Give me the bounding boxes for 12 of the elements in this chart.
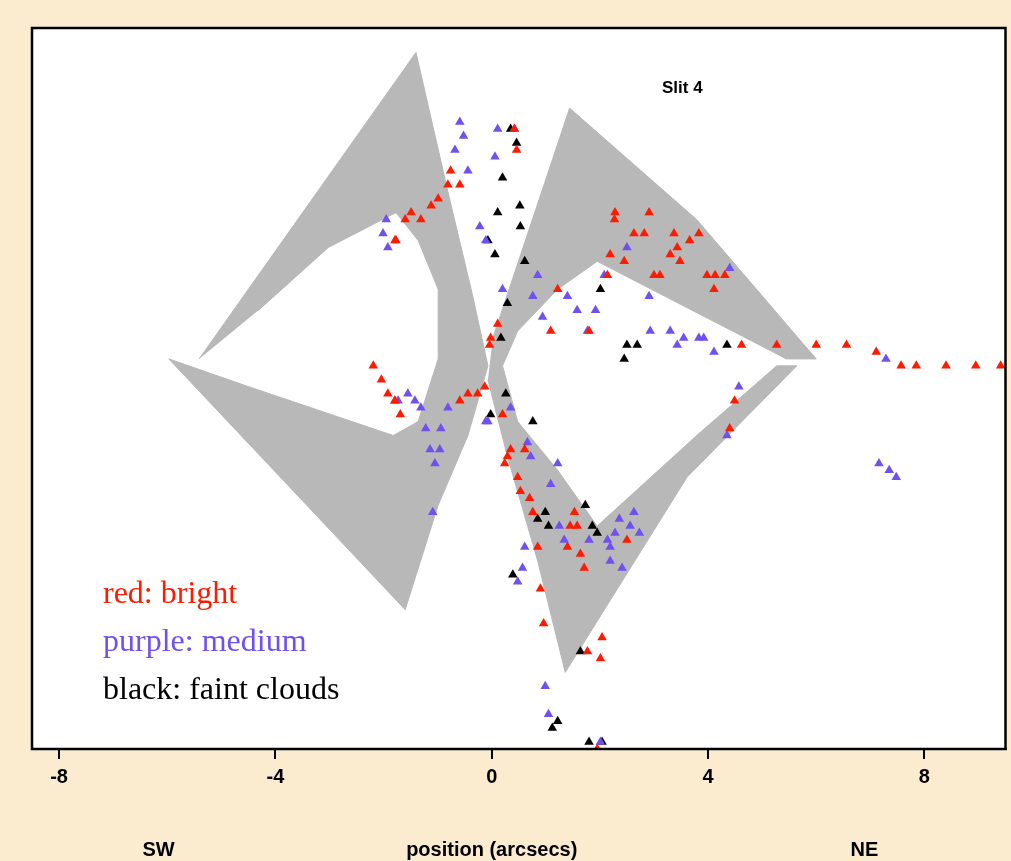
- text: SW: [142, 837, 175, 860]
- text: black: faint clouds: [103, 669, 340, 708]
- text: purple: medium: [103, 621, 308, 660]
- text: NE: [850, 837, 879, 860]
- x-tick-label: -8: [50, 764, 68, 787]
- x-tick-label: 4: [702, 764, 715, 787]
- x-tick-label: 8: [918, 764, 930, 787]
- x-tick-label: 0: [486, 764, 498, 787]
- text: Slit 4: [661, 77, 704, 97]
- x-tick-label: -4: [266, 764, 286, 787]
- text: red: bright: [103, 573, 239, 612]
- x-axis-title: position (arcsecs): [406, 837, 578, 860]
